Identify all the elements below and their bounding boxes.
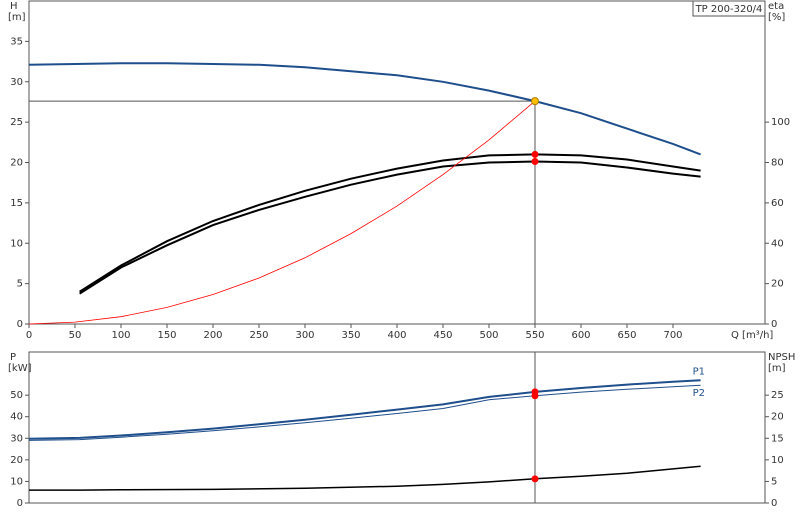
y-tick-label: 20 — [10, 455, 23, 466]
y2-tick-label: 80 — [771, 158, 784, 169]
x-tick-label: 300 — [295, 330, 314, 341]
y2-tick-label: 20 — [771, 279, 784, 290]
x-tick-label: 350 — [341, 330, 360, 341]
plot-frame — [28, 351, 766, 504]
y2-tick-label: 10 — [771, 455, 784, 466]
y-tick-label: 20 — [10, 158, 23, 169]
chart-title: TP 200-320/4 — [695, 4, 763, 15]
y-tick-label: 10 — [10, 238, 23, 249]
duty-point — [531, 392, 539, 400]
y-tick-label: 15 — [10, 198, 23, 209]
x-tick-label: 400 — [387, 330, 406, 341]
curve — [79, 153, 701, 293]
x-tick-label: 100 — [111, 330, 130, 341]
y-tick-label: 50 — [10, 390, 23, 401]
y2-axis-unit: [m] — [768, 363, 786, 374]
y-tick-label: 0 — [17, 319, 23, 330]
x-axis-label: Q [m³/h] — [731, 330, 773, 341]
y2-axis-label: eta — [768, 1, 784, 12]
y2-tick-label: 60 — [771, 198, 784, 209]
plot-frame — [28, 0, 766, 325]
x-tick-label: 700 — [663, 330, 682, 341]
x-tick-label: 550 — [525, 330, 544, 341]
y-axis-unit: [m] — [8, 12, 26, 23]
y2-tick-label: 5 — [771, 476, 777, 487]
curve — [28, 62, 701, 156]
y2-tick-label: 100 — [771, 117, 790, 128]
y-tick-label: 35 — [10, 36, 23, 47]
curve — [28, 100, 536, 325]
duty-point — [531, 150, 539, 158]
y-tick-label: 5 — [17, 279, 23, 290]
x-tick-label: 250 — [249, 330, 268, 341]
y-tick-label: 30 — [10, 77, 23, 88]
curve — [29, 465, 701, 491]
curve — [28, 384, 701, 441]
x-tick-label: 50 — [69, 330, 82, 341]
y-tick-label: 10 — [10, 476, 23, 487]
series-label: P1 — [693, 366, 705, 377]
duty-point — [531, 475, 539, 483]
curve — [28, 379, 701, 440]
x-tick-label: 650 — [617, 330, 636, 341]
y2-tick-label: 15 — [771, 433, 784, 444]
y-axis-label: H — [10, 1, 18, 12]
x-tick-label: 150 — [157, 330, 176, 341]
series-label: P2 — [693, 388, 705, 399]
duty-point — [531, 97, 539, 106]
y-tick-label: 40 — [10, 412, 23, 423]
y2-axis-unit: [%] — [768, 12, 785, 23]
x-tick-label: 200 — [203, 330, 222, 341]
y-axis-unit: [kW] — [8, 363, 32, 374]
y2-tick-label: 0 — [771, 319, 777, 330]
y-tick-label: 30 — [10, 433, 23, 444]
y2-tick-label: 20 — [771, 412, 784, 423]
x-tick-label: 600 — [571, 330, 590, 341]
y-tick-label: 25 — [10, 117, 23, 128]
x-tick-label: 500 — [479, 330, 498, 341]
y-tick-label: 0 — [17, 498, 23, 509]
duty-point — [531, 157, 539, 165]
y-axis-label: P — [10, 352, 16, 363]
y2-tick-label: 0 — [771, 498, 777, 509]
y2-tick-label: 25 — [771, 390, 784, 401]
x-tick-label: 450 — [433, 330, 452, 341]
y2-tick-label: 40 — [771, 238, 784, 249]
x-tick-label: 0 — [26, 330, 32, 341]
y2-axis-label: NPSH — [768, 352, 795, 363]
curve — [79, 160, 701, 295]
title-box — [692, 0, 766, 17]
